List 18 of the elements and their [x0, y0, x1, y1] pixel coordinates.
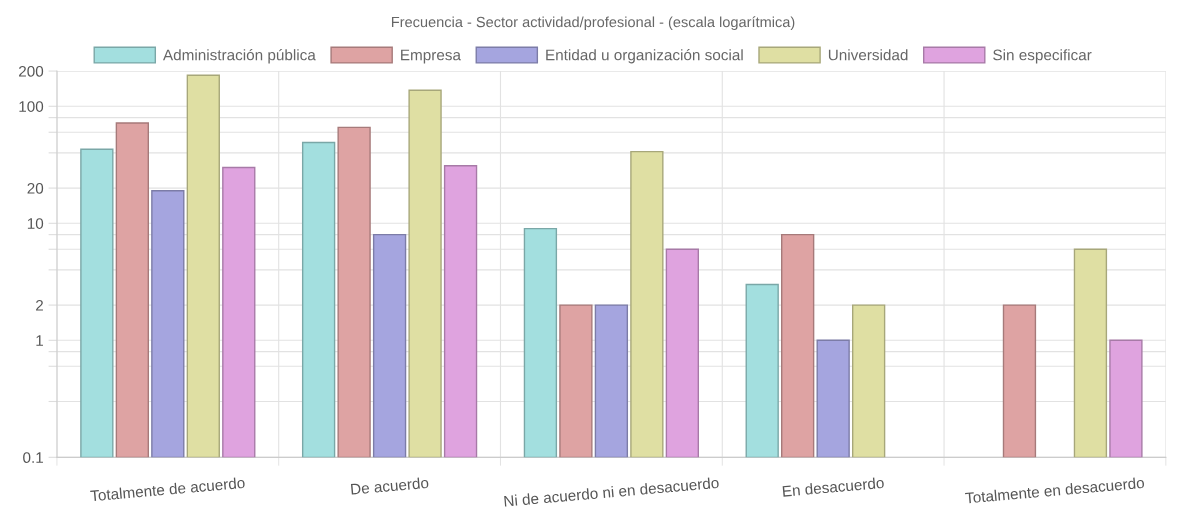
y-tick-label: 2: [36, 299, 43, 311]
legend-label: Sin especificar: [993, 49, 1092, 64]
y-tick-label: 200: [19, 65, 44, 77]
legend-label: Entidad u organización social: [546, 48, 743, 64]
x-tick-label: De acuerdo: [350, 476, 429, 495]
y-tick-label: 20: [27, 182, 44, 194]
x-tick-label: En desacuerdo: [782, 476, 885, 497]
legend-label: Universidad: [828, 49, 908, 61]
chart-title: Frecuencia - Sector actividad/profesional - (escala logarítmica): [391, 16, 795, 31]
legend-label: Empresa: [401, 49, 461, 64]
y-tick-label: 1: [36, 335, 43, 346]
y-tick-label: 10: [27, 218, 44, 229]
y-tick-label: 100: [19, 101, 44, 112]
legend-label: Administración pública: [162, 48, 316, 64]
x-tick-label: Totalmente en desacuerdo: [964, 476, 1145, 504]
x-tick-label: Totalmente de acuerdo: [90, 476, 245, 502]
x-tick-label: Ni de acuerdo ni en desacuerdo: [504, 476, 719, 507]
y-tick-label: 0.1: [23, 452, 43, 464]
